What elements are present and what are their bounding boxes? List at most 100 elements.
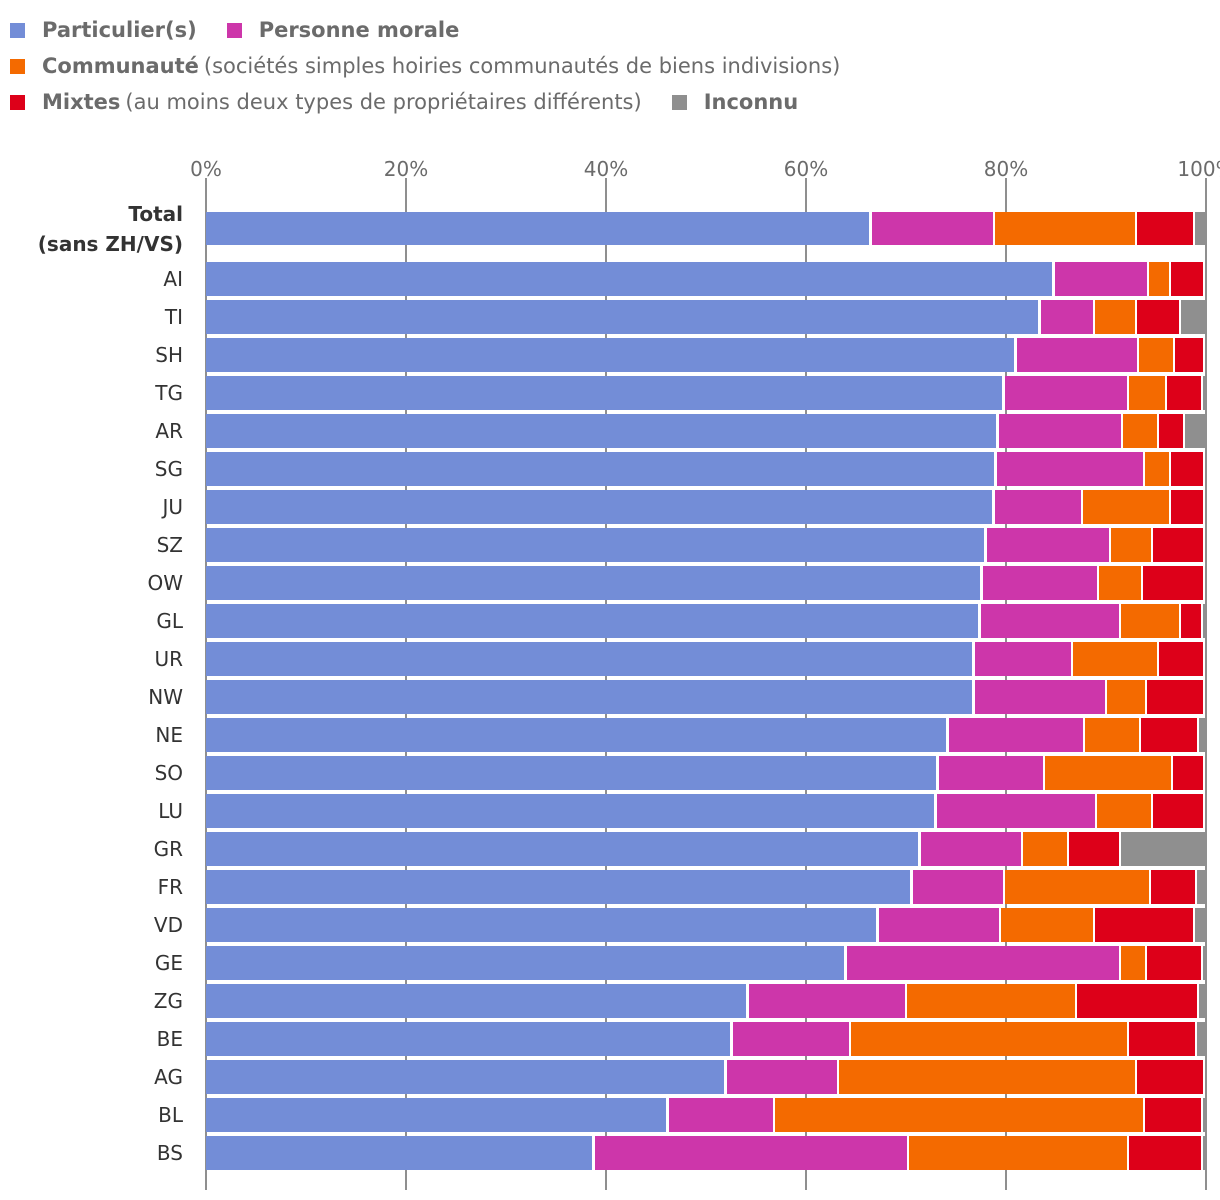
bar-segment — [872, 212, 993, 245]
x-tick-label: 20% — [384, 157, 428, 181]
x-axis-ticks: 0% 20% 40% 60% 80% 100% — [190, 157, 1220, 181]
bar-segment — [1185, 414, 1205, 448]
category-label: FR — [158, 875, 184, 899]
bar-segment — [1005, 870, 1149, 904]
legend: Particulier(s) Personne morale Communaut… — [10, 12, 870, 120]
bar-segment — [206, 212, 869, 245]
bar-segment — [1005, 376, 1127, 410]
bar-segment — [1069, 832, 1119, 866]
bar-segment — [733, 1022, 849, 1056]
bar-segment — [206, 756, 936, 790]
legend-row-1: Particulier(s) Personne morale — [10, 12, 870, 48]
x-tick-label: 80% — [984, 157, 1028, 181]
bar-row — [206, 490, 1203, 524]
bar-row — [206, 642, 1203, 676]
bar-row — [206, 870, 1205, 904]
bar-segment — [595, 1136, 907, 1170]
bar-segment — [206, 338, 1014, 372]
category-label: SZ — [157, 533, 183, 557]
bar-segment — [1195, 908, 1205, 942]
bar-segment — [995, 490, 1081, 524]
category-label: SO — [155, 761, 183, 785]
legend-item-personne-morale: Personne morale — [226, 18, 459, 42]
x-tick-label: 0% — [190, 157, 222, 181]
bar-segment — [1107, 680, 1145, 714]
bar-segment — [1017, 338, 1137, 372]
bar-segment — [206, 300, 1038, 334]
legend-swatch-communaute — [10, 58, 25, 74]
bar-segment — [847, 946, 1119, 980]
category-label: OW — [147, 571, 183, 595]
bar-segment — [1121, 946, 1145, 980]
bar-segment — [1181, 604, 1201, 638]
bar-segment — [1121, 832, 1205, 866]
bar-segment — [907, 984, 1075, 1018]
category-label: GR — [154, 837, 183, 861]
bar-segment — [1137, 1060, 1203, 1094]
category-label: Total — [128, 202, 183, 226]
bar-segment — [995, 212, 1135, 245]
category-labels: Total (sans ZH/VS) AI TI SH TG AR SG JU SZ OW GL UR N… — [38, 202, 184, 1165]
x-tick-label: 60% — [784, 157, 828, 181]
bar-segment — [913, 870, 1003, 904]
bar-segment — [727, 1060, 837, 1094]
bars — [206, 212, 1205, 1170]
bar-segment — [1123, 414, 1157, 448]
bar-row — [206, 794, 1203, 828]
bar-segment — [1145, 1098, 1201, 1132]
legend-swatch-personne-morale — [226, 22, 242, 38]
category-label: BS — [157, 1141, 183, 1165]
bar-segment — [1055, 262, 1147, 296]
bar-segment — [1099, 566, 1141, 600]
bar-row — [206, 262, 1203, 296]
bar-segment — [1073, 642, 1157, 676]
category-label: TI — [164, 305, 183, 329]
bar-row — [206, 1098, 1205, 1132]
bar-row — [206, 452, 1203, 486]
bar-row — [206, 1060, 1203, 1094]
bar-segment — [1141, 718, 1197, 752]
bar-segment — [206, 642, 972, 676]
category-label: VD — [154, 913, 183, 937]
bar-segment — [949, 718, 1083, 752]
bar-segment — [987, 528, 1109, 562]
category-label: AI — [163, 267, 183, 291]
bar-segment — [1023, 832, 1067, 866]
bar-row — [206, 300, 1205, 334]
bar-segment — [983, 566, 1097, 600]
bar-segment — [1203, 1136, 1205, 1170]
category-label: GL — [156, 609, 183, 633]
bar-segment — [1137, 212, 1193, 245]
bar-segment — [1167, 376, 1201, 410]
bar-row — [206, 680, 1203, 714]
bar-segment — [206, 908, 876, 942]
bar-segment — [206, 452, 994, 486]
legend-label-particuliers: Particulier(s) — [42, 18, 197, 42]
bar-segment — [206, 984, 746, 1018]
bar-segment — [206, 490, 992, 524]
bar-segment — [1045, 756, 1171, 790]
bar-row — [206, 414, 1205, 448]
bar-segment — [939, 756, 1043, 790]
legend-row-2: Communauté (sociétés simples hoiries com… — [10, 48, 870, 84]
bar-segment — [206, 832, 918, 866]
bar-segment — [851, 1022, 1127, 1056]
legend-note-communaute: (sociétés simples hoiries communautés de… — [203, 54, 841, 78]
bar-segment — [1147, 680, 1203, 714]
legend-swatch-particuliers — [10, 22, 25, 38]
bar-row — [206, 984, 1205, 1018]
bar-segment — [1159, 642, 1203, 676]
bar-segment — [206, 566, 980, 600]
bar-segment — [206, 870, 910, 904]
bar-segment — [879, 908, 999, 942]
legend-swatch-inconnu — [671, 94, 687, 110]
bar-row — [206, 1022, 1205, 1056]
legend-swatch-mixtes — [10, 94, 25, 110]
legend-label-mixtes: Mixtes — [42, 90, 121, 114]
bar-segment — [1151, 870, 1195, 904]
bar-row — [206, 1136, 1205, 1170]
category-label: UR — [154, 647, 183, 671]
legend-item-particuliers: Particulier(s) — [10, 18, 197, 42]
bar-segment — [839, 1060, 1135, 1094]
bar-segment — [975, 642, 1071, 676]
